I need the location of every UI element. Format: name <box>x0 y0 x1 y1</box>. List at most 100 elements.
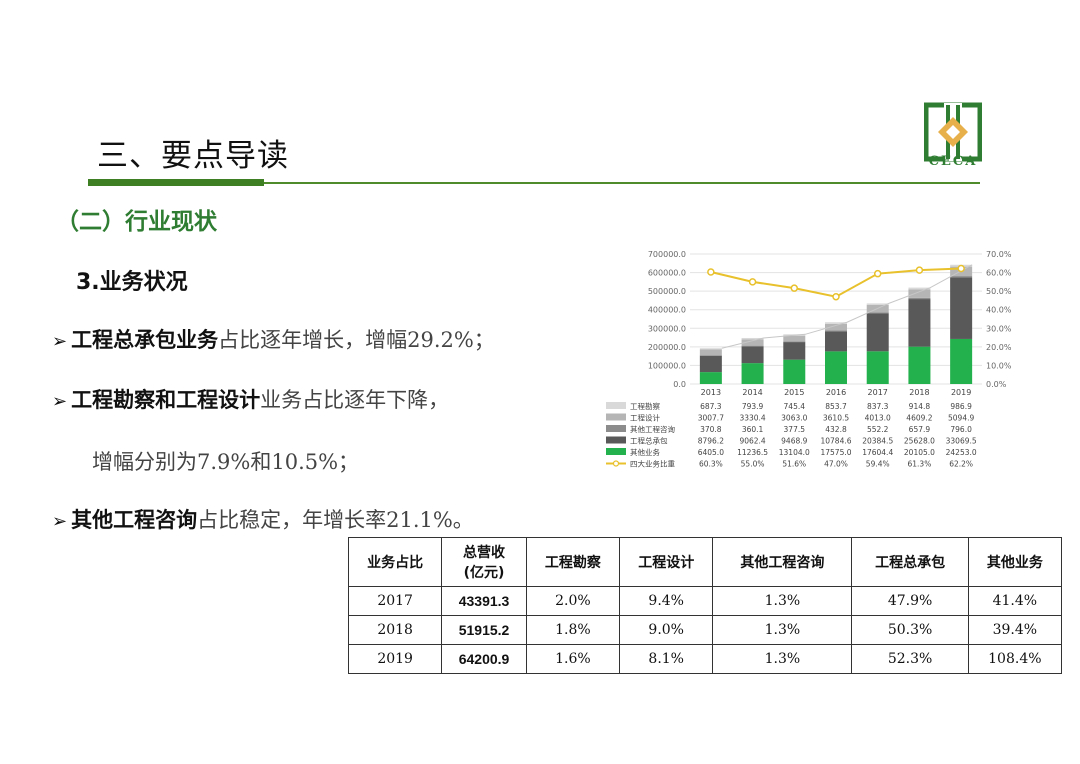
data-label: 13104.0 <box>779 448 810 457</box>
table-cell: 2.0% <box>525 586 621 616</box>
table-row: 2019 64200.9 1.6% 8.1% 1.3% 52.3% 108.4% <box>347 644 1063 674</box>
x-tick-label: 2018 <box>909 388 929 397</box>
bullet-text: 占比逐年增长，增幅29.2%； <box>218 328 495 352</box>
data-label: 796.0 <box>950 425 972 434</box>
title-underline <box>88 182 980 184</box>
y-tick-label: 500000.0 <box>648 287 686 296</box>
table-cell: 8.1% <box>619 644 714 674</box>
y2-tick-label: 60.0% <box>986 269 1012 278</box>
bar-segment <box>950 276 973 278</box>
bar-segment <box>908 287 931 290</box>
legend-swatch <box>606 448 626 455</box>
legend-label: 其他工程咨询 <box>630 424 675 434</box>
bar-segment <box>866 312 889 314</box>
table-cell: 41.4% <box>967 586 1063 616</box>
series-connector-line <box>721 264 973 349</box>
data-label: 4013.0 <box>865 414 891 423</box>
bar-segment <box>866 303 889 305</box>
y-tick-label: 100000.0 <box>648 361 686 370</box>
legend-label: 四大业务比重 <box>630 459 675 469</box>
data-label: 60.3% <box>699 460 723 469</box>
bullet-item: ➢ 工程总承包业务占比逐年增长，增幅29.2%； <box>52 324 495 354</box>
data-label: 24253.0 <box>946 448 977 457</box>
sub-title: 3.业务状况 <box>76 270 188 295</box>
table-cell: 1.3% <box>712 644 853 674</box>
table-header-cell: 工程设计 <box>619 537 714 587</box>
data-label: 3610.5 <box>823 414 849 423</box>
x-tick-label: 2015 <box>784 388 804 397</box>
bullet-emphasis: 其他工程咨询 <box>71 508 198 532</box>
bar-segment <box>783 335 806 342</box>
table-cell: 50.3% <box>851 615 969 645</box>
data-label: 687.3 <box>700 402 722 411</box>
data-label: 55.0% <box>741 460 765 469</box>
legend-swatch <box>606 413 626 421</box>
data-label: 914.8 <box>909 402 931 411</box>
x-tick-label: 2019 <box>951 388 971 397</box>
bar-segment <box>783 359 806 384</box>
bar-segment <box>783 342 806 360</box>
table-cell: 108.4% <box>967 644 1063 674</box>
bar-segment <box>741 345 764 347</box>
table-cell: 1.8% <box>525 615 621 645</box>
bar-segment <box>825 331 847 352</box>
bar-segment <box>699 355 722 373</box>
table-cell: 52.3% <box>851 644 969 674</box>
data-label: 370.8 <box>700 425 722 434</box>
bar-segment <box>908 346 931 384</box>
table-cell: 2018 <box>347 615 443 645</box>
bar-segment <box>825 323 847 331</box>
table-cell: 39.4% <box>967 615 1063 645</box>
data-label: 51.6% <box>782 460 806 469</box>
series-point <box>790 284 799 292</box>
data-label: 47.0% <box>824 460 848 469</box>
data-label: 25628.0 <box>904 437 935 446</box>
y-tick-label: 300000.0 <box>648 324 686 333</box>
y2-tick-label: 70.0% <box>986 250 1012 259</box>
table-cell: 1.3% <box>712 615 853 645</box>
y2-tick-label: 0.0% <box>986 380 1007 389</box>
legend-point-icon <box>612 460 620 467</box>
arrow-bullet-icon: ➢ <box>52 391 68 412</box>
series-point <box>915 266 924 274</box>
table-header-cell: 其他工程咨询 <box>712 537 853 587</box>
bar-segment <box>741 346 764 364</box>
table-header-row: 业务占比 总营收 (亿元) 工程勘察 工程设计 其他工程咨询 工程总承包 其他业… <box>347 537 1063 587</box>
bullet-item: ➢ 其他工程咨询占比稳定，年增长率21.1%。 <box>52 504 474 534</box>
data-label: 59.4% <box>866 460 890 469</box>
y-tick-label: 600000.0 <box>648 269 686 278</box>
x-tick-label: 2013 <box>701 388 721 397</box>
arrow-bullet-icon: ➢ <box>52 511 68 532</box>
legend-swatch <box>606 425 626 432</box>
data-label: 853.7 <box>825 402 847 411</box>
bullet-item: ➢ 工程勘察和工程设计业务占比逐年下降， <box>52 384 449 414</box>
series-point <box>748 278 757 286</box>
table-row: 2017 43391.3 2.0% 9.4% 1.3% 47.9% 41.4% <box>347 586 1063 616</box>
data-label: 9062.4 <box>739 437 765 446</box>
data-label: 33069.5 <box>946 437 977 446</box>
bullet-emphasis: 工程总承包业务 <box>71 328 219 352</box>
bar-segment <box>741 339 764 346</box>
table-header-cell: 工程勘察 <box>525 537 621 587</box>
table-cell: 2019 <box>347 644 443 674</box>
data-label: 4609.2 <box>906 414 932 423</box>
data-label: 9468.9 <box>781 437 807 446</box>
data-label: 20384.5 <box>862 437 893 446</box>
series-point <box>832 292 840 301</box>
bar-segment <box>908 297 931 300</box>
data-label: 552.2 <box>867 425 889 434</box>
table-cell: 1.6% <box>525 644 621 674</box>
data-label: 745.4 <box>784 402 806 411</box>
x-tick-label: 2014 <box>742 388 762 397</box>
data-label: 837.3 <box>867 402 889 411</box>
data-label: 360.1 <box>742 425 764 434</box>
y2-tick-label: 50.0% <box>986 287 1012 296</box>
data-label: 11236.5 <box>737 448 768 457</box>
table-cell: 9.4% <box>619 586 714 616</box>
bar-segment <box>950 277 973 339</box>
x-tick-label: 2016 <box>826 388 846 397</box>
page-title: 三、要点导读 <box>97 138 289 174</box>
y-tick-label: 400000.0 <box>648 306 686 315</box>
business-chart: 700000.0 600000.0 500000.0 400000.0 300000.0… <box>606 250 1012 469</box>
data-label: 62.2% <box>949 460 973 469</box>
